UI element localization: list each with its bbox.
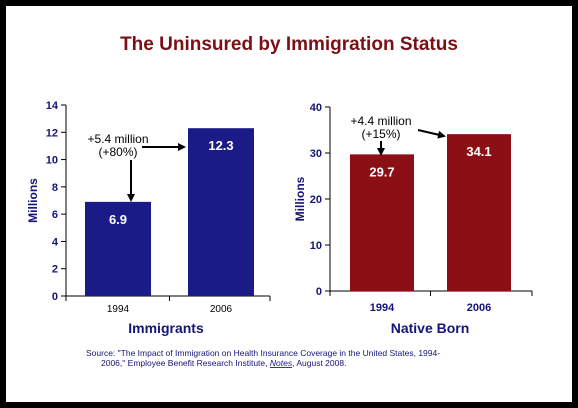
y-tick-label: 0 [52, 291, 58, 303]
bar-2006 [188, 128, 254, 296]
y-tick-label: 10 [46, 155, 58, 167]
panel-label: Native Born [391, 320, 470, 336]
y-tick-label: 10 [310, 240, 322, 252]
bar-1994 [350, 154, 414, 291]
y-tick-label: 40 [310, 102, 322, 114]
bar-value-label: 6.9 [109, 212, 127, 227]
chart-title: The Uninsured by Immigration Status [120, 34, 458, 55]
arrow-to-2006 [417, 129, 446, 139]
y-tick-label: 30 [310, 148, 322, 160]
source-line-1: Source: "The Impact of Immigration on He… [86, 348, 440, 358]
y-tick-label: 12 [46, 127, 58, 139]
y-tick-label: 20 [310, 194, 322, 206]
y-axis-label: Millions [26, 178, 40, 223]
y-tick-label: 0 [316, 286, 322, 298]
y-axis-label: Millions [293, 176, 307, 221]
bar-value-label: 34.1 [466, 144, 491, 159]
native-born-chart: 0 10 20 30 40 Millions 29.7 1994 34.1 2006 Native … [293, 102, 533, 336]
bar-value-label: 29.7 [369, 164, 394, 179]
category-label: 1994 [370, 302, 395, 314]
bar-2006 [447, 134, 511, 291]
panel-label: Immigrants [128, 320, 204, 336]
y-tick-label: 8 [52, 182, 58, 194]
change-annotation-percent: (+80%) [98, 145, 137, 159]
change-annotation-amount: +5.4 million [87, 132, 148, 146]
y-tick-label: 2 [52, 264, 58, 276]
source-line-2: 2006," Employee Benefit Research Institu… [101, 358, 346, 368]
change-annotation-amount: +4.4 million [350, 114, 411, 128]
category-label: 2006 [467, 302, 491, 314]
category-label: 2006 [210, 304, 233, 315]
bar-value-label: 12.3 [208, 138, 233, 153]
immigrants-chart: 0 2 4 6 8 10 12 14 Millions 6.9 1994 12.3 2006 Immigr… [26, 100, 271, 336]
y-tick-label: 14 [46, 100, 59, 112]
y-tick-label: 6 [52, 209, 58, 221]
bar-1994 [85, 201, 151, 296]
y-tick-label: 4 [52, 236, 59, 248]
category-label: 1994 [107, 304, 130, 315]
change-annotation-percent: (+15%) [361, 127, 400, 141]
